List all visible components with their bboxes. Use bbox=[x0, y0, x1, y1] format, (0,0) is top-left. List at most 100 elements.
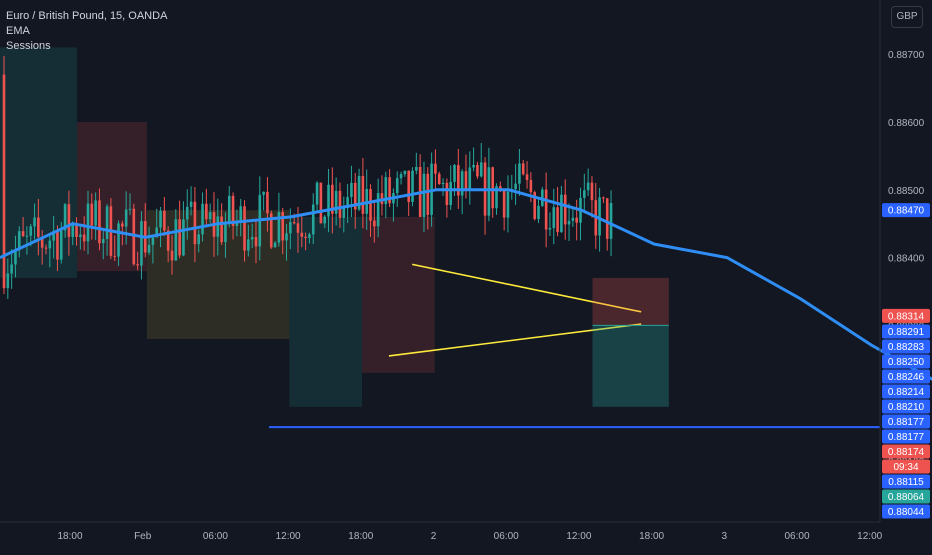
candle-body bbox=[136, 264, 139, 266]
price-label: 0.88210 bbox=[888, 402, 925, 413]
candle-body bbox=[529, 179, 533, 193]
candle-body bbox=[147, 244, 151, 253]
candle-body bbox=[518, 163, 521, 184]
triangle-trendline bbox=[388, 323, 642, 357]
price-label-box bbox=[882, 339, 930, 354]
candle-body bbox=[426, 173, 430, 215]
candle-body bbox=[121, 223, 124, 227]
candle-body bbox=[273, 242, 277, 248]
candle-body bbox=[342, 208, 346, 218]
candle-body bbox=[105, 206, 109, 240]
candle-body bbox=[37, 217, 40, 237]
sessions-indicator-label[interactable]: Sessions bbox=[6, 40, 51, 52]
candle-body bbox=[331, 184, 334, 214]
candle-body bbox=[415, 166, 418, 171]
candle-body bbox=[502, 190, 506, 218]
candle-body bbox=[598, 197, 601, 236]
candle-body bbox=[315, 182, 319, 205]
candle-body bbox=[361, 175, 365, 214]
candle-body bbox=[334, 190, 338, 214]
candle-body bbox=[590, 182, 594, 201]
candle-body bbox=[193, 201, 197, 245]
candle-body bbox=[25, 235, 29, 237]
candle-body bbox=[537, 205, 540, 219]
candle-body bbox=[189, 201, 193, 207]
candle-body bbox=[197, 234, 201, 245]
candle-body bbox=[277, 212, 281, 243]
symbol-title[interactable]: Euro / British Pound, 15, OANDA bbox=[6, 10, 168, 22]
candle-body bbox=[239, 206, 243, 222]
candle-body bbox=[33, 217, 36, 227]
candle-body bbox=[185, 206, 189, 220]
candle-body bbox=[224, 223, 227, 243]
candle-body bbox=[327, 184, 330, 217]
candle-body bbox=[6, 273, 10, 289]
price-label: 0.88064 bbox=[888, 492, 925, 503]
stop-loss-zone bbox=[592, 277, 669, 326]
candle-body bbox=[296, 223, 300, 233]
candle-body bbox=[86, 203, 90, 242]
candle-body bbox=[583, 190, 586, 198]
price-label: 0.88177 bbox=[888, 432, 925, 443]
candle-body bbox=[151, 237, 155, 245]
candle-body bbox=[575, 217, 578, 223]
candle-body bbox=[369, 188, 372, 221]
candle-body bbox=[170, 250, 174, 261]
candle-body bbox=[178, 219, 181, 256]
candle-body bbox=[14, 249, 17, 265]
candle-body bbox=[75, 224, 78, 237]
x-tick-label: 12:00 bbox=[857, 531, 882, 542]
currency-button[interactable]: GBP bbox=[891, 6, 923, 28]
candle-body bbox=[101, 239, 105, 244]
candle-body bbox=[44, 247, 48, 249]
candle-body bbox=[124, 209, 128, 227]
candle-body bbox=[40, 236, 44, 248]
candle-body bbox=[220, 216, 223, 243]
candle-body bbox=[235, 221, 239, 226]
candle-body bbox=[17, 231, 21, 250]
candle-body bbox=[563, 194, 567, 225]
candle-body bbox=[231, 195, 235, 226]
x-tick-label: 18:00 bbox=[639, 531, 664, 542]
candle-body bbox=[495, 186, 498, 209]
candle-body bbox=[609, 202, 613, 239]
ema-indicator-label[interactable]: EMA bbox=[6, 25, 30, 37]
price-label-box bbox=[882, 384, 930, 399]
price-label: 09:34 bbox=[893, 462, 918, 473]
candle-body bbox=[216, 216, 220, 237]
candle-body bbox=[514, 183, 517, 190]
candle-body bbox=[586, 182, 590, 191]
candle-body bbox=[308, 234, 311, 238]
candle-body bbox=[384, 177, 388, 205]
price-label-box bbox=[882, 399, 930, 414]
candle-body bbox=[29, 226, 33, 236]
candle-body bbox=[205, 203, 208, 220]
candle-body bbox=[338, 190, 342, 218]
x-tick-label: Feb bbox=[134, 531, 152, 542]
candle-body bbox=[21, 231, 25, 237]
candle-body bbox=[10, 264, 13, 274]
candle-body bbox=[403, 170, 407, 175]
candle-body bbox=[159, 210, 162, 228]
candle-body bbox=[292, 222, 296, 224]
price-label: 0.88115 bbox=[888, 477, 924, 488]
candle-body bbox=[182, 219, 185, 256]
price-label-box bbox=[882, 429, 930, 444]
x-tick-label: 06:00 bbox=[203, 531, 228, 542]
candle-body bbox=[128, 208, 132, 210]
x-tick-label: 18:00 bbox=[348, 531, 373, 542]
candle-body bbox=[605, 198, 609, 239]
candle-body bbox=[346, 197, 349, 209]
candle-body bbox=[411, 170, 414, 202]
candle-body bbox=[556, 207, 559, 233]
y-tick-label: 0.88500 bbox=[888, 186, 925, 197]
candle-body bbox=[98, 200, 101, 244]
candle-body bbox=[453, 165, 456, 182]
candle-body bbox=[90, 203, 94, 226]
candle-body bbox=[560, 194, 563, 233]
candle-body bbox=[357, 175, 361, 210]
price-label: 0.88470 bbox=[888, 206, 925, 217]
candle-body bbox=[266, 191, 269, 214]
